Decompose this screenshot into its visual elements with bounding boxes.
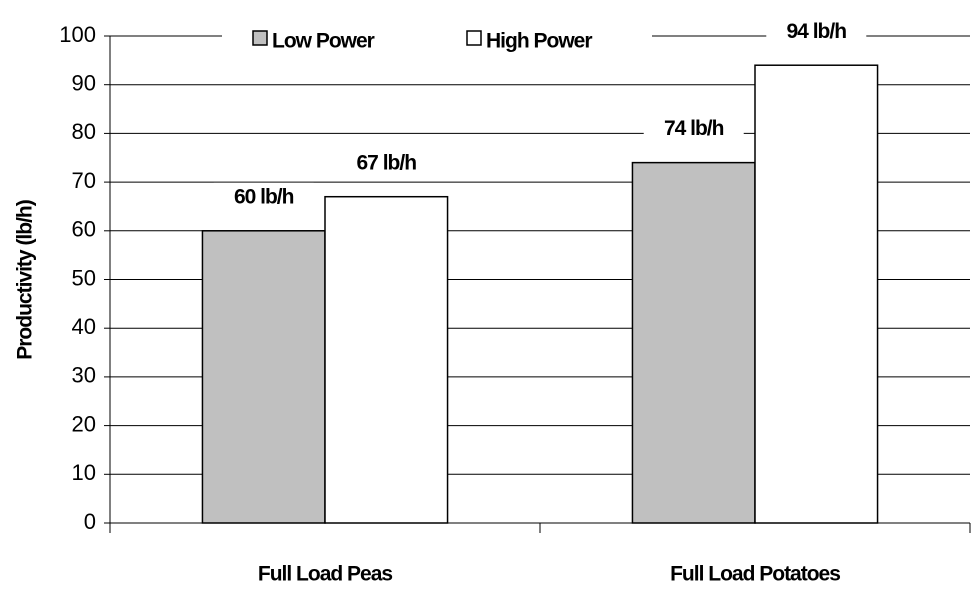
x-tick-label: Full Load Peas — [258, 563, 393, 586]
value-label-bg — [336, 148, 437, 179]
legend-label: Low Power — [272, 30, 375, 53]
y-tick-label: 80 — [72, 119, 96, 144]
value-label: 67 lb/h — [357, 151, 417, 174]
legend-label: High Power — [486, 30, 592, 53]
y-tick-label: 30 — [72, 363, 96, 388]
value-label: 74 lb/h — [664, 117, 724, 140]
legend-swatch — [466, 30, 482, 46]
bar — [754, 64, 879, 524]
y-tick-label: 10 — [72, 460, 96, 485]
bar — [201, 230, 326, 524]
y-tick-label: 40 — [72, 314, 96, 339]
value-label-bg — [766, 17, 867, 48]
value-label-bg — [213, 182, 314, 213]
bar — [631, 161, 756, 524]
value-label: 94 lb/h — [787, 20, 847, 43]
y-tick-label: 50 — [72, 265, 96, 290]
y-tick-label: 0 — [84, 509, 96, 534]
value-label-bg — [643, 114, 744, 145]
value-label: 60 lb/h — [234, 185, 294, 208]
y-tick-label: 100 — [59, 22, 96, 47]
y-tick-label: 60 — [72, 217, 96, 242]
y-tick-label: 70 — [72, 168, 96, 193]
x-tick-label: Full Load Potatoes — [670, 563, 840, 586]
bar — [324, 195, 449, 524]
legend-bg — [222, 20, 652, 58]
y-axis-label: Productivity (lb/h) — [14, 200, 37, 360]
y-tick-label: 90 — [72, 71, 96, 96]
y-tick-label: 20 — [72, 411, 96, 436]
legend-swatch — [252, 30, 268, 46]
